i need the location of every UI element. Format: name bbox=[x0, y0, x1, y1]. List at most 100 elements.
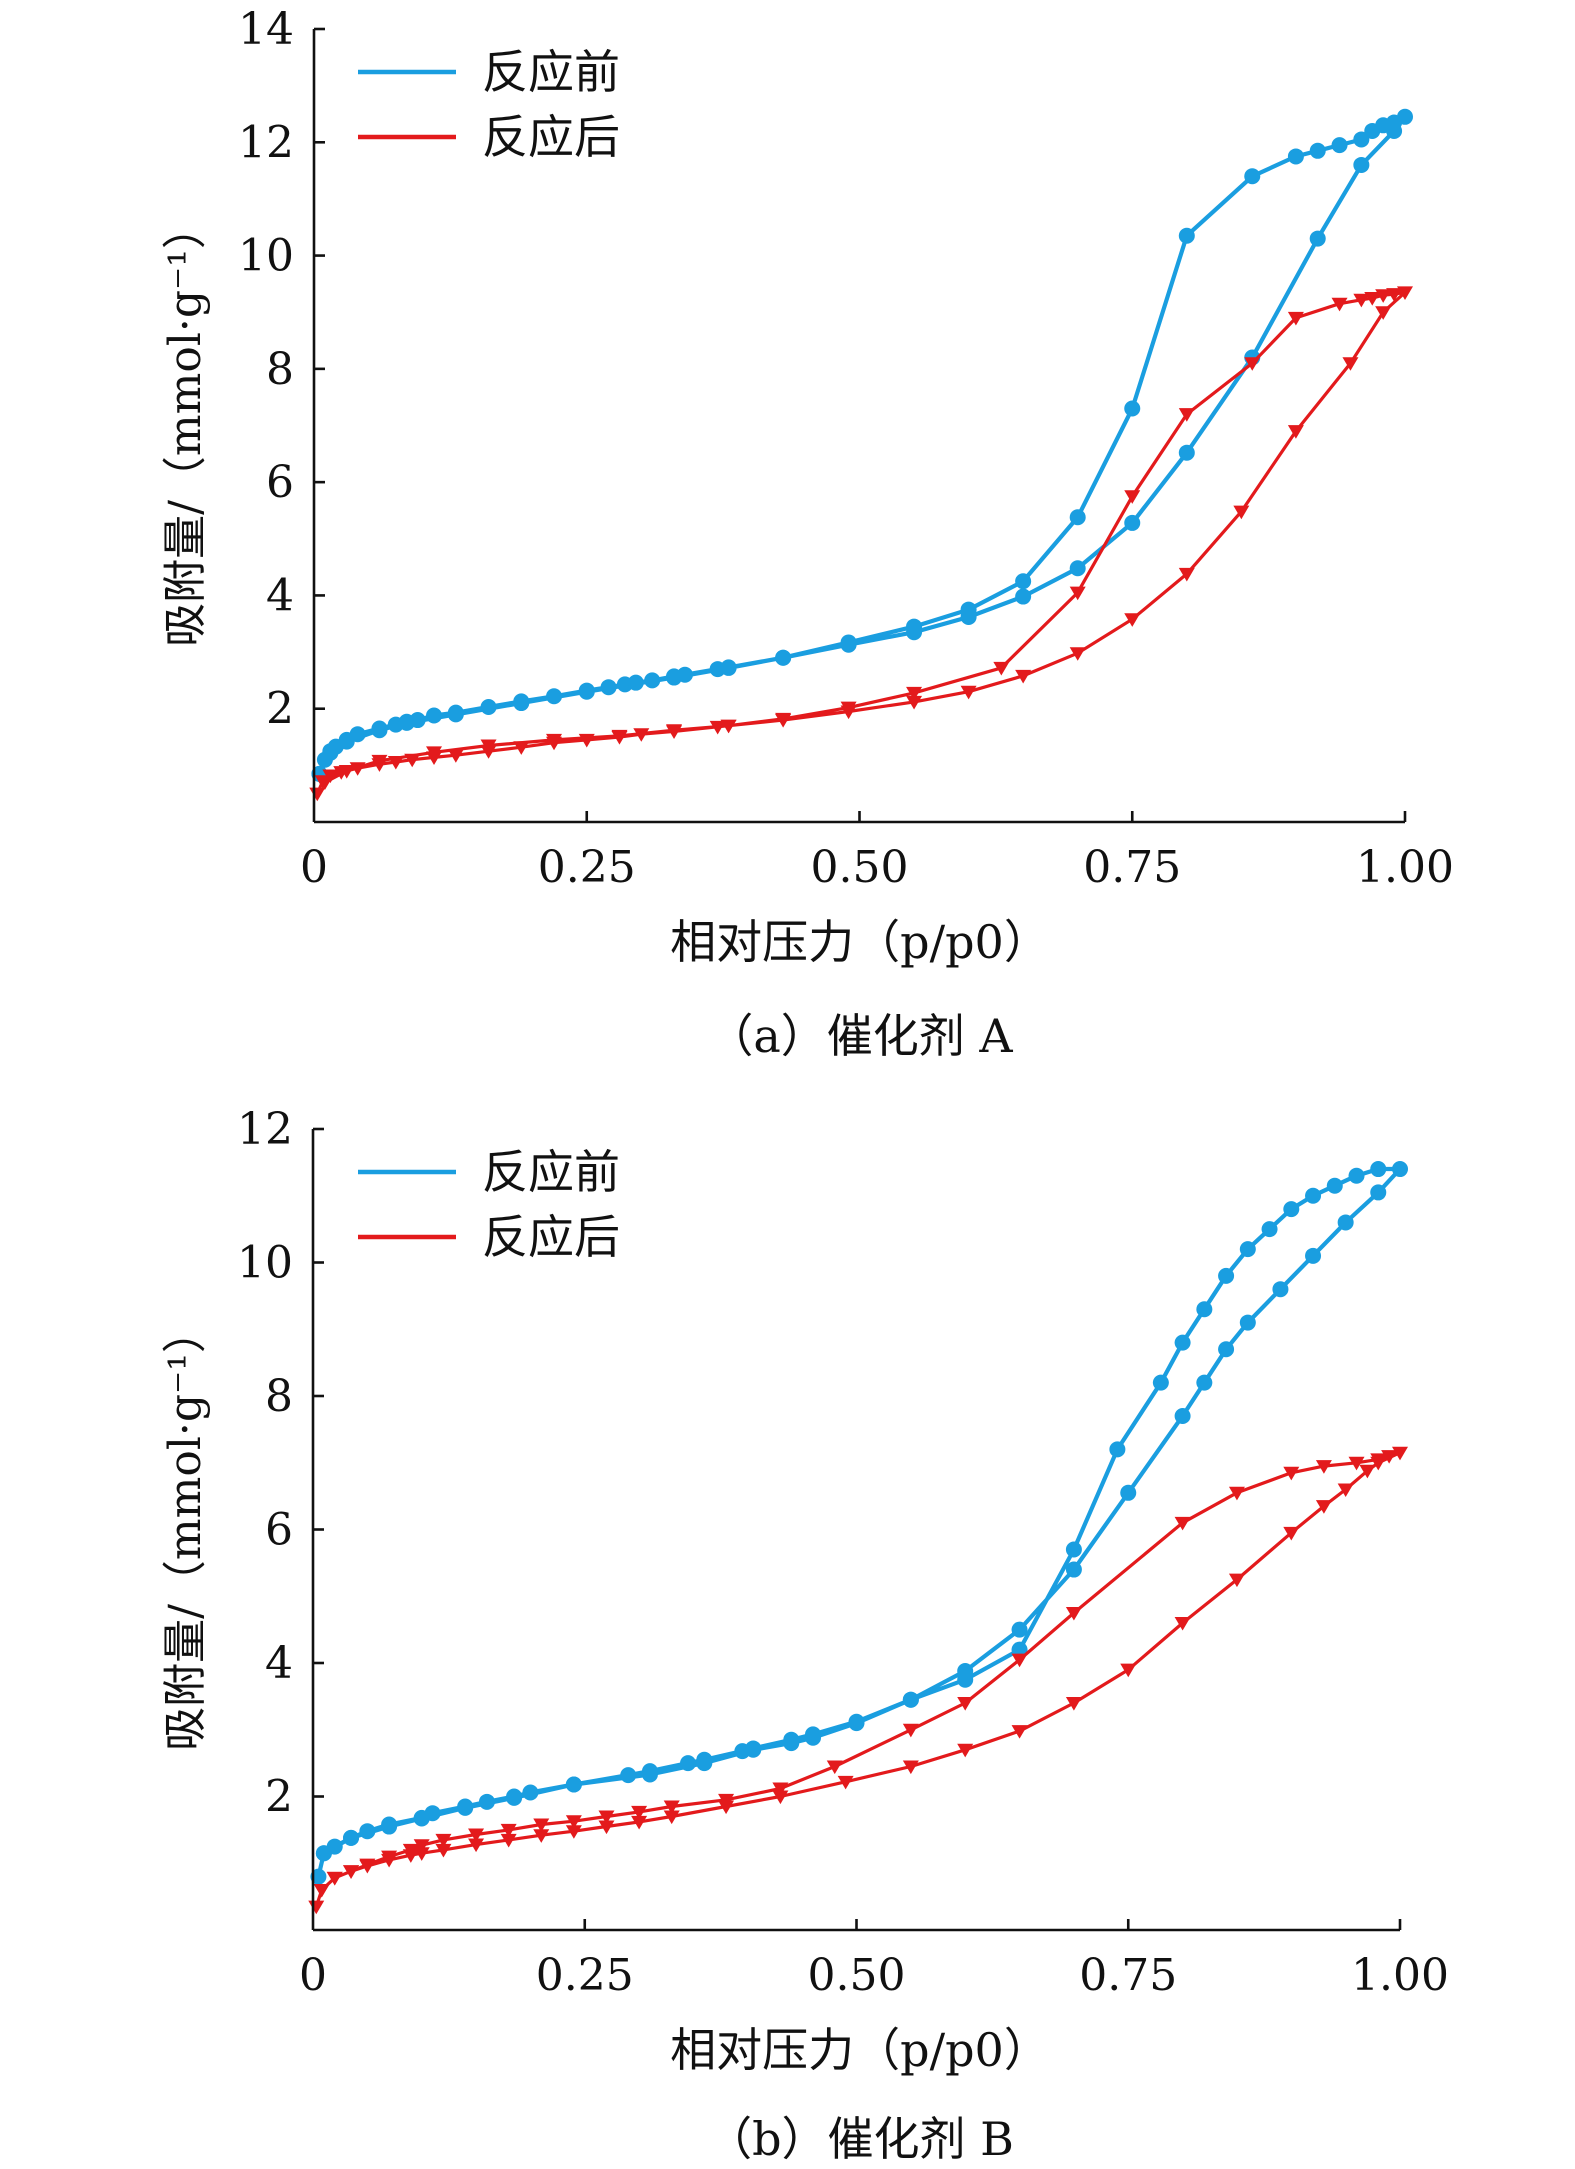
data-point bbox=[1174, 1516, 1191, 1531]
data-point bbox=[1375, 306, 1392, 320]
data-point bbox=[1174, 1616, 1191, 1631]
data-point bbox=[1337, 1483, 1354, 1498]
data-point bbox=[1283, 1201, 1300, 1218]
data-point bbox=[426, 746, 443, 760]
data-point bbox=[338, 765, 355, 779]
data-point bbox=[906, 686, 923, 701]
panel-b-x-axis-label: 相对压力（p/p0） bbox=[670, 2023, 1050, 2077]
series-line bbox=[314, 1451, 1402, 1909]
data-point bbox=[1353, 293, 1370, 308]
panel-a: 0 0.25 0.50 0.75 1.00 2 4 6 8 10 12 14 反应前 反应后 吸附量/… bbox=[160, 4, 1454, 1063]
data-point bbox=[381, 1850, 398, 1865]
series-line bbox=[316, 1166, 1403, 1879]
data-point bbox=[1353, 156, 1370, 173]
data-point bbox=[1124, 613, 1141, 627]
data-point bbox=[902, 1760, 919, 1775]
data-point bbox=[906, 618, 923, 635]
series-before bbox=[311, 108, 1413, 782]
x-tick-label: 1.00 bbox=[1356, 842, 1454, 893]
data-point bbox=[720, 659, 737, 676]
data-point bbox=[1174, 1334, 1191, 1351]
data-point bbox=[1015, 573, 1032, 590]
series-before bbox=[310, 1161, 1408, 1885]
data-point bbox=[1011, 1641, 1028, 1658]
panel-a-legend: 反应前 反应后 bbox=[358, 45, 620, 164]
y-tick-label: 4 bbox=[265, 1638, 293, 1689]
data-point bbox=[837, 1775, 854, 1790]
data-point bbox=[1178, 444, 1195, 461]
data-point bbox=[1244, 357, 1261, 371]
data-point bbox=[957, 1697, 974, 1711]
series-line bbox=[317, 114, 1408, 777]
data-point bbox=[1065, 1541, 1082, 1558]
data-point bbox=[1348, 1167, 1365, 1184]
data-point bbox=[413, 1810, 430, 1827]
y-tick-label: 10 bbox=[238, 231, 294, 282]
data-point bbox=[848, 1715, 865, 1732]
data-point bbox=[1120, 1484, 1137, 1501]
data-point bbox=[641, 1766, 658, 1783]
data-point bbox=[720, 719, 737, 734]
data-point bbox=[1309, 230, 1326, 247]
data-point bbox=[775, 712, 792, 727]
data-point bbox=[805, 1729, 822, 1746]
data-point bbox=[435, 1833, 452, 1848]
data-point bbox=[565, 1815, 582, 1829]
data-point bbox=[308, 1900, 325, 1915]
x-tick-label: 0.75 bbox=[1083, 842, 1181, 893]
data-point bbox=[1315, 1500, 1332, 1514]
data-point bbox=[1069, 586, 1086, 601]
data-point bbox=[840, 701, 857, 716]
data-point bbox=[1228, 1573, 1245, 1588]
data-point bbox=[1124, 400, 1141, 417]
data-point bbox=[631, 1805, 648, 1820]
data-point bbox=[1178, 408, 1195, 422]
data-point bbox=[480, 699, 497, 716]
data-point bbox=[1309, 142, 1326, 159]
data-point bbox=[1342, 357, 1359, 371]
data-point bbox=[644, 672, 661, 689]
x-tick-label: 0.50 bbox=[811, 842, 909, 893]
data-point bbox=[1261, 1221, 1278, 1238]
data-point bbox=[1011, 1621, 1028, 1638]
data-point bbox=[1120, 1663, 1137, 1678]
data-point bbox=[783, 1735, 800, 1752]
data-point bbox=[546, 688, 563, 705]
data-point bbox=[633, 728, 650, 742]
data-point bbox=[1196, 1301, 1213, 1318]
data-point bbox=[1015, 669, 1032, 684]
data-point bbox=[513, 741, 530, 755]
data-point bbox=[1287, 425, 1304, 439]
data-point bbox=[387, 755, 404, 770]
legend-label-after: 反应后 bbox=[482, 110, 620, 164]
data-point bbox=[1392, 1161, 1408, 1178]
data-point bbox=[398, 714, 415, 731]
data-point bbox=[468, 1828, 485, 1843]
data-point bbox=[1315, 1460, 1332, 1474]
data-point bbox=[957, 1671, 974, 1688]
data-point bbox=[718, 1793, 735, 1808]
data-point bbox=[500, 1833, 517, 1848]
data-point bbox=[310, 1868, 327, 1885]
data-point bbox=[313, 1883, 330, 1898]
data-point bbox=[1239, 1314, 1256, 1331]
panel-b-curves bbox=[308, 1161, 1408, 1915]
data-point bbox=[1370, 1453, 1387, 1468]
data-point bbox=[1218, 1341, 1235, 1358]
data-point bbox=[1353, 131, 1370, 148]
data-point bbox=[343, 1865, 360, 1879]
panel-a-y-axis-label: 吸附量/（mmol·g⁻¹） bbox=[160, 205, 211, 647]
data-point bbox=[533, 1829, 550, 1843]
data-point bbox=[1065, 1561, 1082, 1578]
data-point bbox=[598, 1810, 615, 1825]
data-point bbox=[565, 1825, 582, 1839]
data-point bbox=[513, 695, 530, 712]
data-point bbox=[578, 683, 595, 700]
data-point bbox=[631, 1815, 648, 1830]
data-point bbox=[404, 753, 421, 768]
data-point bbox=[1287, 148, 1304, 165]
data-point bbox=[1196, 1374, 1213, 1391]
legend-label-before: 反应前 bbox=[482, 45, 620, 99]
data-point bbox=[1124, 490, 1141, 504]
data-point bbox=[1152, 1374, 1169, 1391]
